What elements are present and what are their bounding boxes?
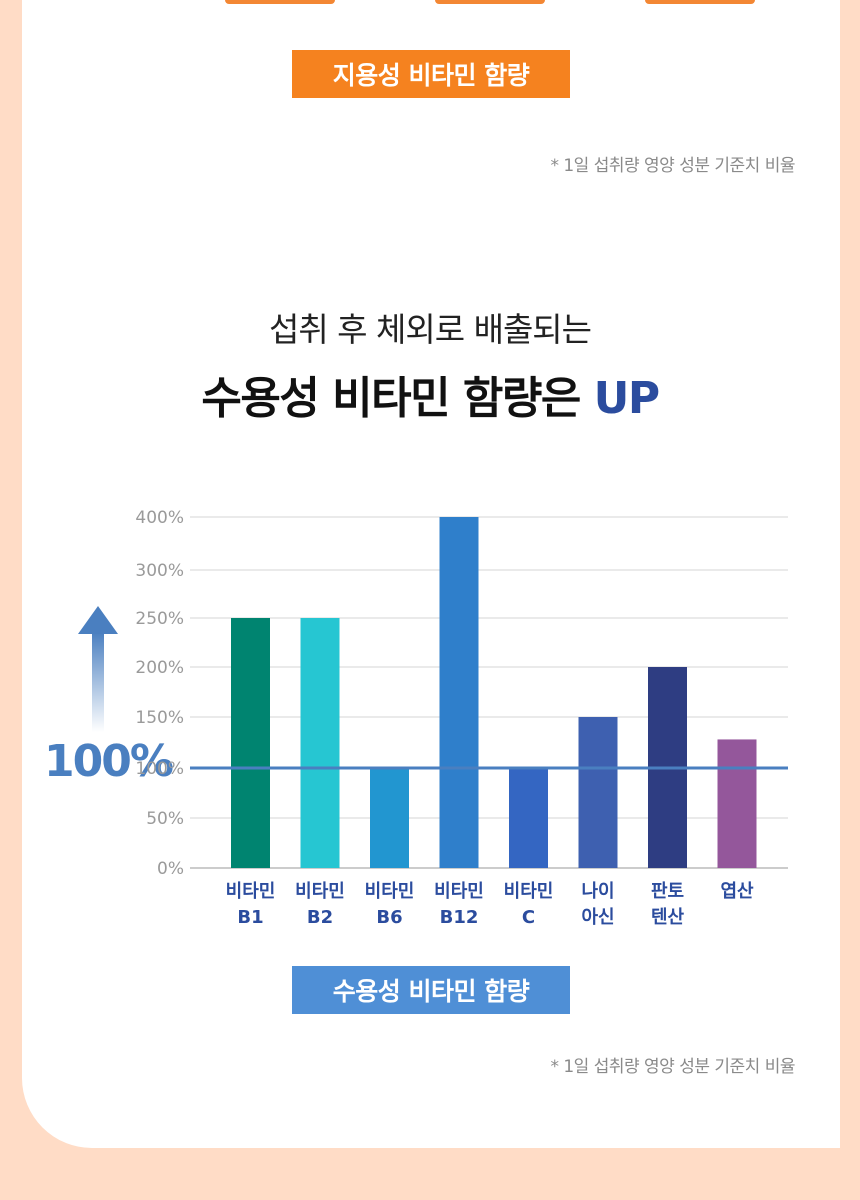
up-arrow-shaft xyxy=(92,632,104,732)
content-card xyxy=(22,0,840,1148)
x-tick-label: 텐산 xyxy=(651,907,685,928)
x-tick-label: B12 xyxy=(440,907,479,928)
y-tick-label: 200% xyxy=(135,658,184,678)
y-tick-label: 250% xyxy=(135,609,184,629)
bar xyxy=(439,517,479,868)
headline-accent: UP xyxy=(593,373,660,424)
bar xyxy=(717,739,757,868)
x-tick-label: 비타민 xyxy=(434,881,484,902)
x-tick-label: B2 xyxy=(307,907,333,928)
x-tick-label: 판토 xyxy=(651,881,684,902)
reference-label: 100% xyxy=(44,736,174,787)
y-tick-label: 100% xyxy=(135,759,184,779)
y-tick-label: 50% xyxy=(146,809,184,829)
x-tick-label: B1 xyxy=(237,907,263,928)
headline-line1: 섭취 후 체외로 배출되는 xyxy=(268,310,592,349)
y-tick-label: 150% xyxy=(135,708,184,728)
x-tick-label: 비타민 xyxy=(226,881,276,902)
bar xyxy=(578,717,618,868)
water-soluble-note: * 1일 섭취량 영양 성분 기준치 비율 xyxy=(550,1057,795,1077)
bar xyxy=(509,768,548,868)
y-tick-label: 0% xyxy=(157,859,184,879)
x-tick-label: 비타민 xyxy=(504,881,554,902)
headline-line2: 수용성 비타민 함량은 UP xyxy=(0,362,860,426)
y-tick-label: 300% xyxy=(135,561,184,581)
up-arrow-icon xyxy=(78,606,118,634)
x-tick-label: 아신 xyxy=(581,907,614,928)
fat-soluble-note: * 1일 섭취량 영양 성분 기준치 비율 xyxy=(550,156,795,176)
water-soluble-vitamin-chart: 0% 50% 100% 150% 200% 250% 300% 400% 비타민 B1 비타민 B2 비… xyxy=(135,508,788,928)
x-tick-label: 비타민 xyxy=(295,881,345,902)
bar xyxy=(370,768,409,868)
bar xyxy=(300,618,340,868)
bar xyxy=(231,618,270,868)
x-tick-label: 나이 xyxy=(581,881,614,902)
x-tick-label: B6 xyxy=(376,907,402,928)
x-tick-label: 엽산 xyxy=(720,881,754,902)
cut-off-top-labels xyxy=(0,0,860,8)
headline-line2-main: 수용성 비타민 함량은 xyxy=(201,373,594,424)
water-soluble-label: 수용성 비타민 함량 xyxy=(292,966,570,1014)
x-tick-label: C xyxy=(522,907,535,928)
y-tick-label: 400% xyxy=(135,508,184,528)
fat-soluble-label: 지용성 비타민 함량 xyxy=(292,50,570,98)
x-tick-label: 비타민 xyxy=(365,881,415,902)
